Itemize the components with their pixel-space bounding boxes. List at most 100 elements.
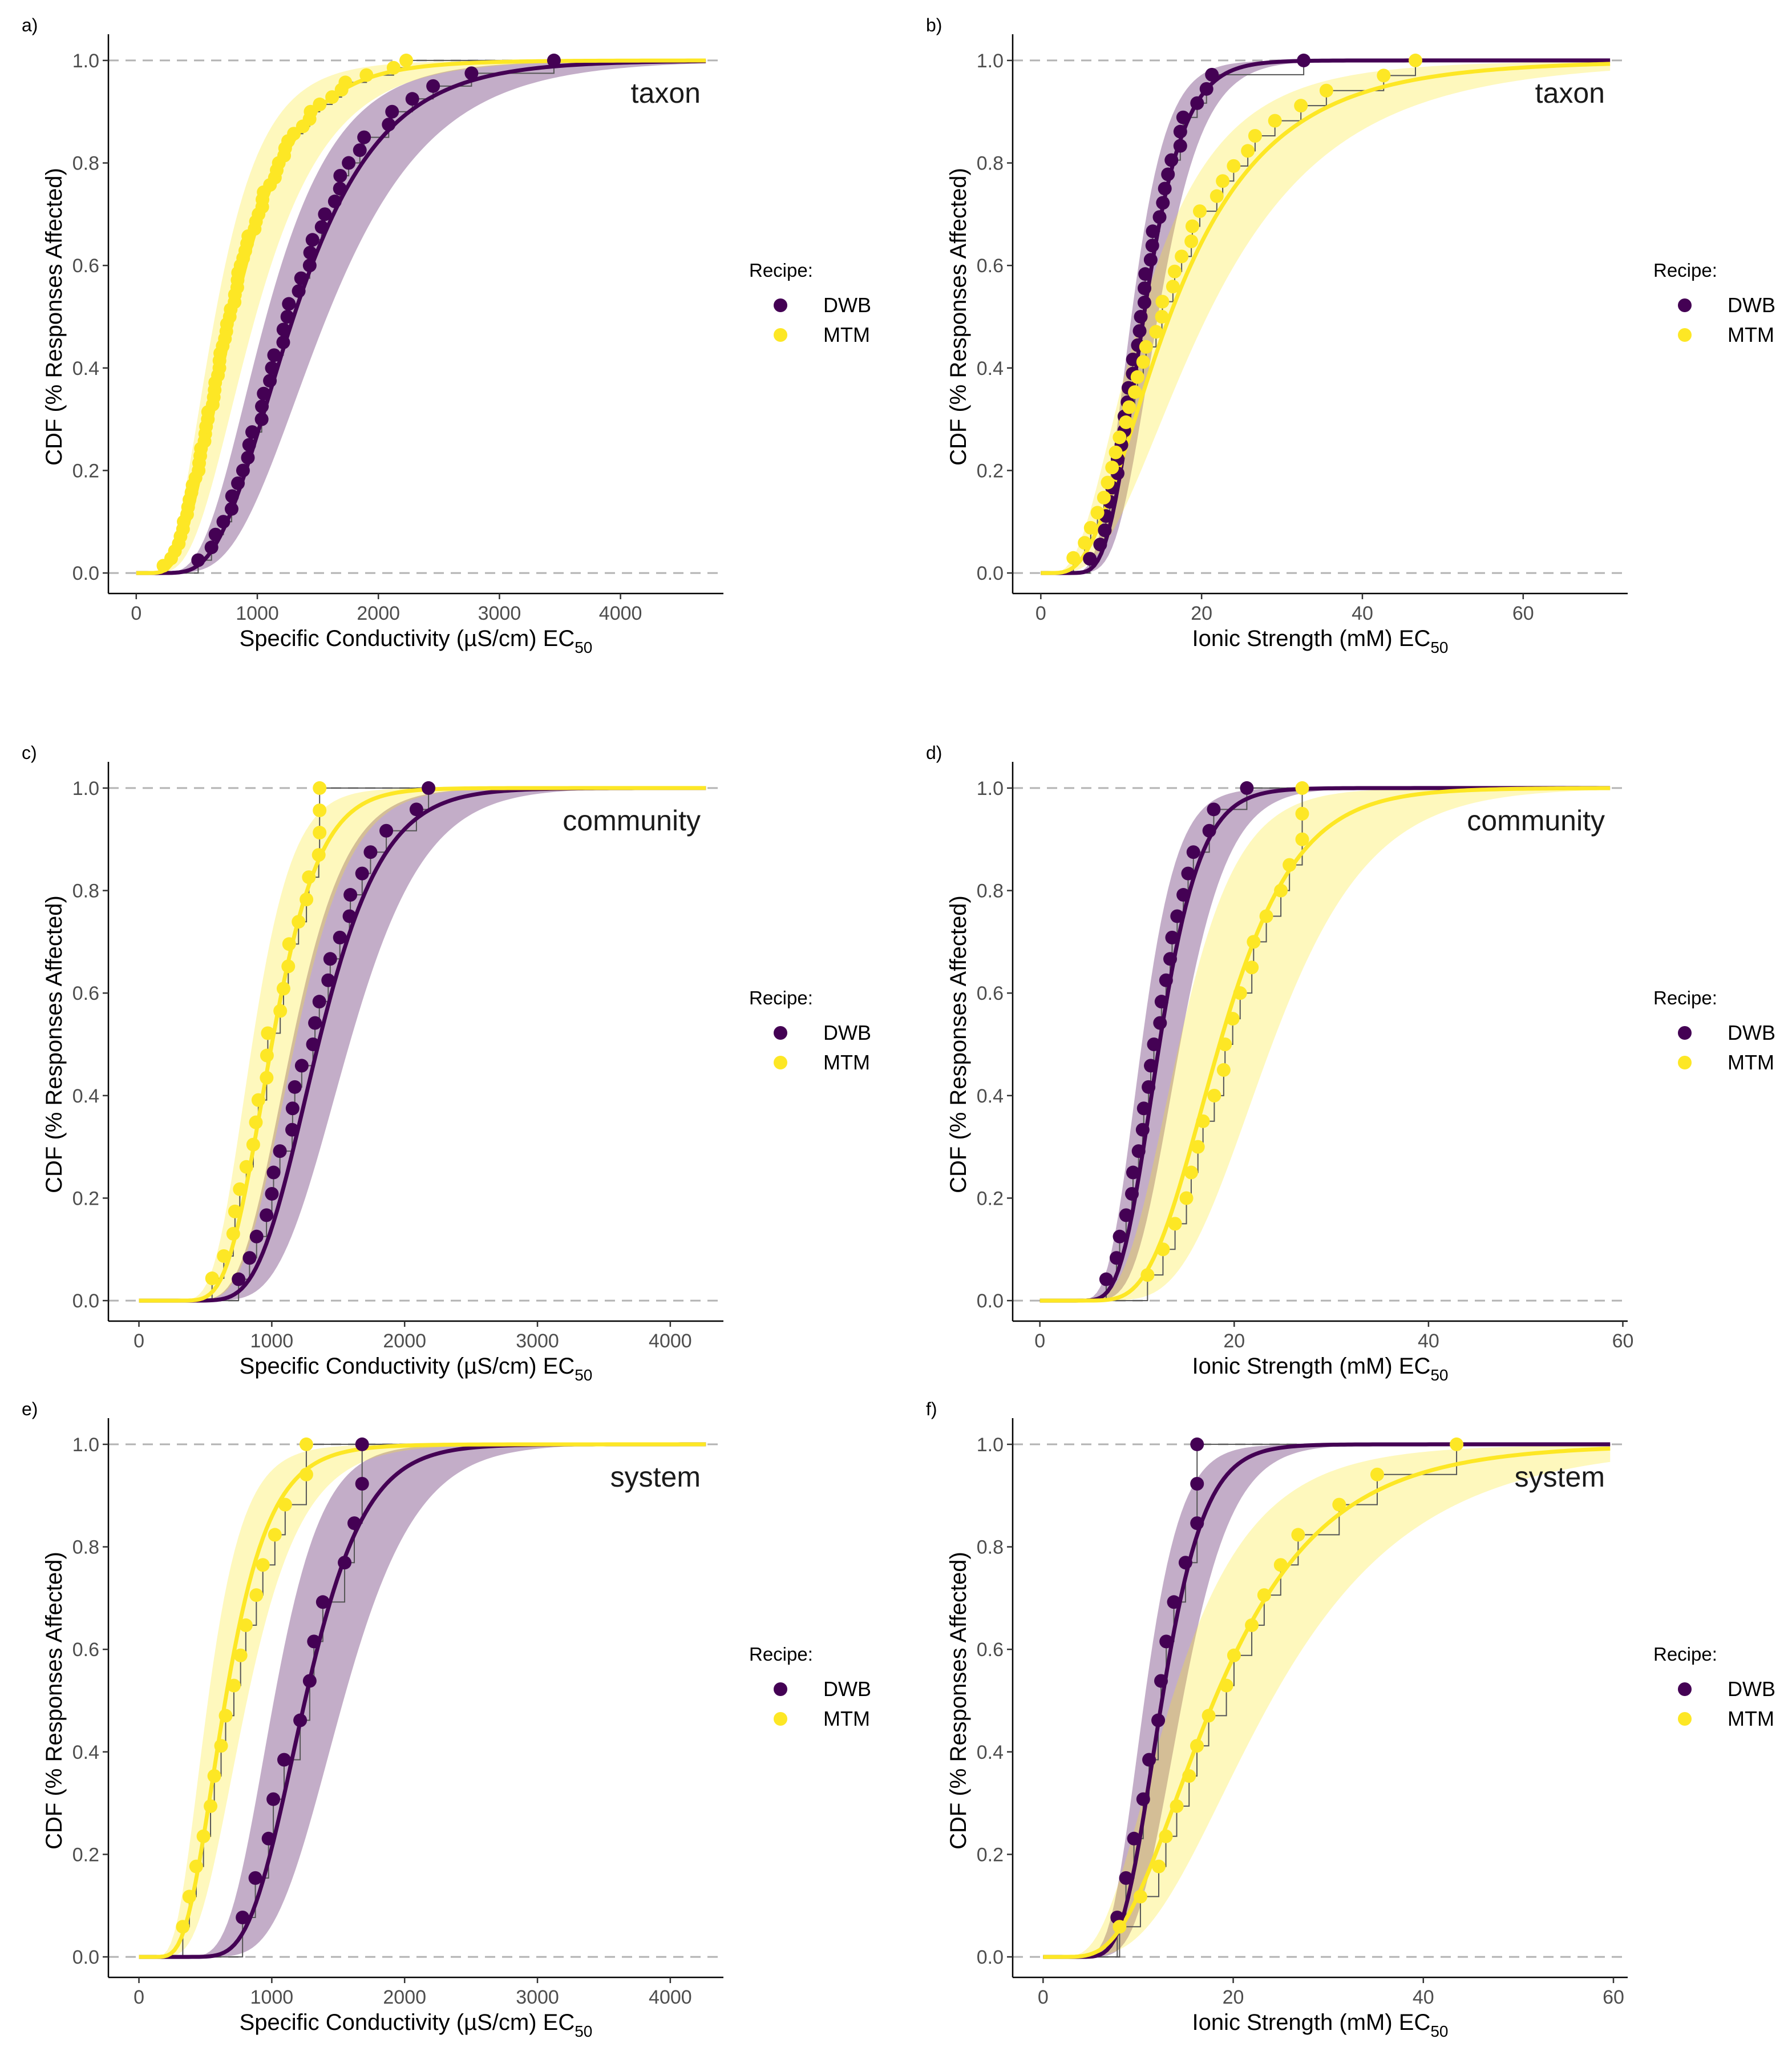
- data-point-mtm: [217, 1249, 231, 1263]
- legend-key-dwb: [774, 1682, 787, 1696]
- y-tick-label: 0.8: [977, 881, 1004, 902]
- data-point-mtm: [338, 75, 353, 90]
- y-tick-label: 1.0: [977, 778, 1004, 800]
- legend: Recipe: DWB MTM: [749, 260, 871, 346]
- data-point-dwb: [355, 1437, 369, 1451]
- y-tick-label: 0.8: [72, 881, 99, 902]
- x-axis-title-main: Ionic Strength (mM) EC: [1192, 1354, 1430, 1379]
- data-point-mtm: [1184, 1165, 1198, 1180]
- data-point-mtm: [1167, 264, 1182, 278]
- data-point-mtm: [1192, 204, 1207, 219]
- chart-panel-c: c) 0.0 0.2 0.4 0.6 0.8 1.0 0 1000 2000 3000 4000 CDF…: [22, 742, 871, 1384]
- x-tick-label: 3000: [516, 1330, 559, 1352]
- data-point-mtm: [189, 1859, 203, 1874]
- data-point-mtm: [304, 104, 318, 119]
- data-point-mtm: [233, 1648, 248, 1662]
- legend-title: Recipe:: [1653, 1644, 1717, 1665]
- data-point-dwb: [1135, 1123, 1150, 1137]
- data-point-dwb: [1138, 267, 1152, 281]
- data-point-dwb: [254, 412, 269, 426]
- data-point-dwb: [1170, 909, 1184, 923]
- x-tick-label: 20: [1191, 603, 1212, 624]
- data-point-mtm: [226, 1678, 241, 1693]
- data-point-mtm: [239, 1160, 253, 1174]
- data-point-dwb: [236, 1910, 250, 1924]
- data-point-dwb: [347, 1516, 362, 1531]
- legend-key-dwb: [1678, 1682, 1692, 1696]
- data-point-dwb: [1154, 1674, 1168, 1688]
- x-axis-title: Specific Conductivity (µS/cm) EC50: [240, 2010, 593, 2040]
- data-point-dwb: [1153, 1016, 1167, 1030]
- y-tick-label: 1.0: [72, 778, 99, 800]
- y-tick-label: 0.0: [72, 1290, 99, 1312]
- data-point-mtm: [260, 1048, 274, 1063]
- data-point-dwb: [1144, 1059, 1158, 1073]
- data-point-mtm: [251, 1093, 265, 1107]
- confidence-band-dwb: [139, 788, 706, 1301]
- data-point-mtm: [1295, 806, 1309, 821]
- data-point-mtm: [1216, 1063, 1231, 1077]
- data-point-dwb: [321, 973, 335, 987]
- data-point-mtm: [1196, 1114, 1210, 1128]
- data-point-dwb: [1199, 82, 1213, 96]
- data-point-dwb: [277, 1753, 291, 1767]
- data-point-dwb: [333, 169, 347, 183]
- data-point-mtm: [1295, 832, 1309, 846]
- data-point-dwb: [355, 1477, 369, 1491]
- data-point-dwb: [1126, 352, 1140, 366]
- y-tick-label: 0.6: [72, 1639, 99, 1661]
- y-tick-label: 0.0: [977, 1947, 1004, 1968]
- data-point-dwb: [263, 374, 277, 388]
- data-point-mtm: [1202, 1709, 1216, 1723]
- data-point-dwb: [1147, 1037, 1161, 1051]
- x-tick-label: 1000: [250, 1330, 294, 1352]
- data-point-mtm: [1083, 520, 1098, 535]
- data-point-dwb: [1161, 167, 1175, 181]
- fit-curve-mtm: [1039, 786, 1611, 1303]
- chart-panel-b: b) 0.0 0.2 0.4 0.6 0.8 1.0 0 20 40 60 CDF (% Respon…: [926, 15, 1775, 656]
- data-point-mtm: [260, 1071, 274, 1085]
- data-point-dwb: [288, 1080, 302, 1094]
- data-point-dwb: [1186, 845, 1200, 859]
- x-axis-title-main: Ionic Strength (mM) EC: [1192, 2010, 1430, 2035]
- data-point-dwb: [224, 502, 238, 516]
- data-point-dwb: [1163, 952, 1177, 966]
- data-point-dwb: [191, 553, 205, 567]
- data-point-dwb: [302, 259, 317, 273]
- data-point-mtm: [1155, 294, 1170, 309]
- fit-curve-dwb: [1043, 1442, 1611, 1959]
- data-point-mtm: [281, 959, 296, 974]
- data-point-dwb: [242, 1251, 257, 1265]
- x-tick-label: 2000: [357, 603, 400, 624]
- data-point-mtm: [1139, 340, 1153, 354]
- data-point-dwb: [1098, 523, 1112, 538]
- data-point-dwb: [1138, 281, 1152, 296]
- data-point-mtm: [233, 1182, 247, 1196]
- y-axis-title: CDF (% Responses Affected): [946, 168, 971, 466]
- data-point-dwb: [1158, 181, 1172, 196]
- data-point-mtm: [1184, 234, 1199, 248]
- x-tick-label: 2000: [383, 1330, 426, 1352]
- y-tick-label: 0.8: [72, 153, 99, 175]
- data-point-mtm: [1066, 551, 1081, 565]
- y-tick-label: 0.4: [977, 1085, 1004, 1107]
- data-point-mtm: [313, 803, 327, 817]
- y-tick-label: 0.6: [977, 1639, 1004, 1661]
- legend-label-dwb: DWB: [1728, 293, 1775, 317]
- confidence-band-mtm: [1041, 61, 1611, 574]
- y-axis-title: CDF (% Responses Affected): [946, 1552, 971, 1850]
- data-point-mtm: [1097, 490, 1111, 504]
- legend-key-mtm: [774, 1712, 787, 1726]
- y-tick-label: 0.2: [977, 1844, 1004, 1866]
- data-point-mtm: [207, 1769, 221, 1783]
- data-point-dwb: [292, 284, 306, 298]
- data-point-mtm: [1207, 1088, 1221, 1103]
- y-tick-label: 0.4: [977, 1742, 1004, 1763]
- x-tick-label: 0: [1035, 603, 1046, 624]
- data-point-mtm: [1248, 129, 1262, 143]
- x-tick-label: 60: [1512, 603, 1534, 624]
- data-point-dwb: [379, 823, 394, 838]
- fit-curve-mtm: [139, 1442, 706, 1959]
- x-axis-title: Ionic Strength (mM) EC50: [1192, 1354, 1448, 1384]
